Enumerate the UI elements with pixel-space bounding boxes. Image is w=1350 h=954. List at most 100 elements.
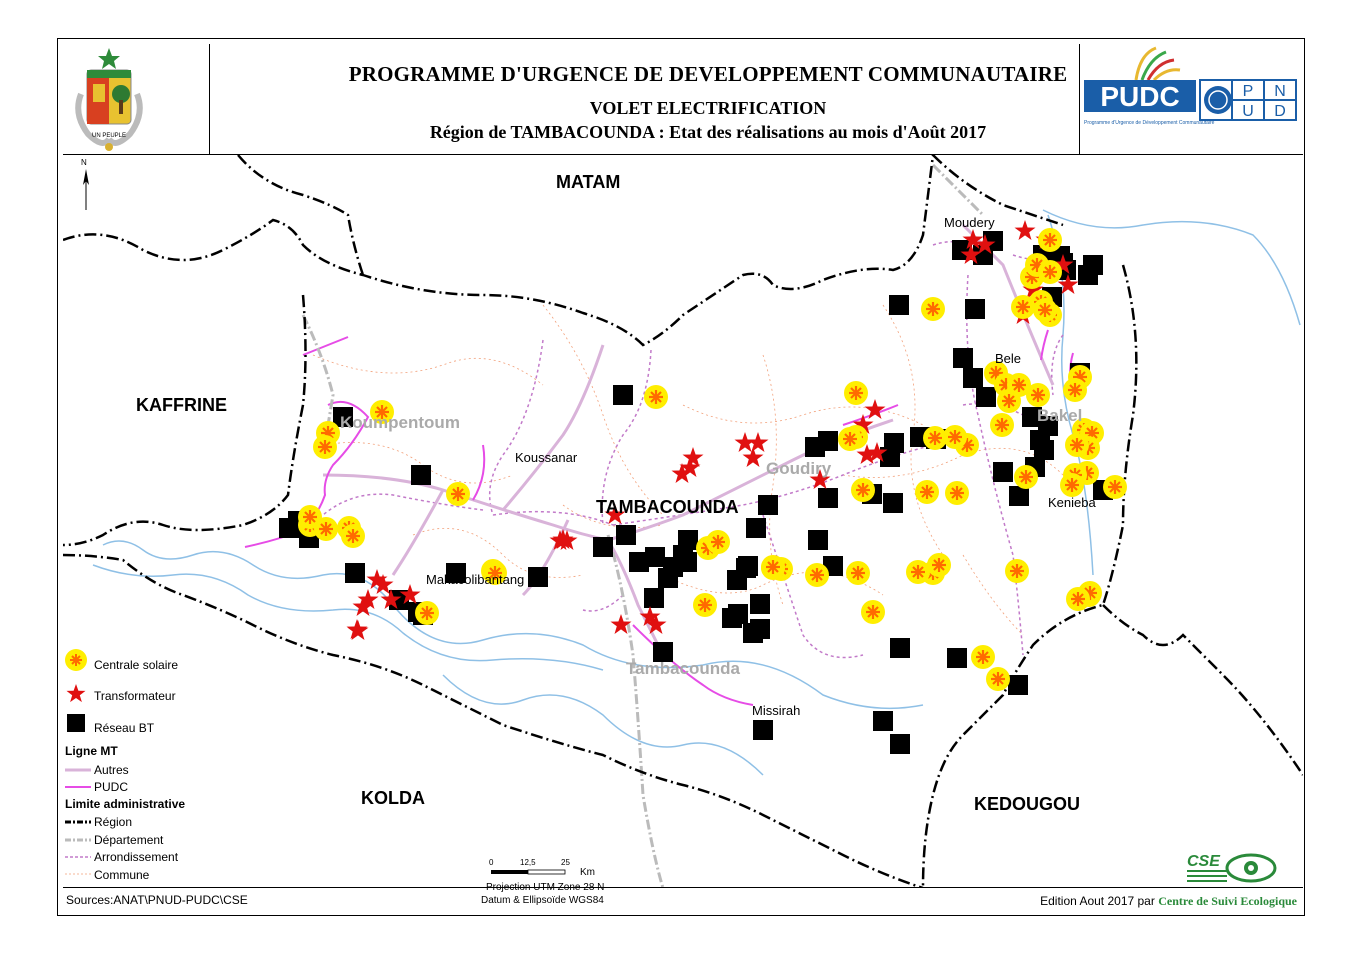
region-boundaries [63,155,1303,888]
centrale-solaire-marker [1033,298,1057,322]
reseau-bt-marker [629,552,649,572]
centrale-solaire-marker [838,427,862,451]
centrale-solaire-marker [706,530,730,554]
reseau-bt-marker [743,623,763,643]
reseau-bt-marker [1009,486,1029,506]
transformateur-marker [552,529,574,549]
legend-square-icon [67,714,85,732]
title-line-3: Région de TAMBACOUNDA : Etat des réalisa… [429,122,987,142]
centrale-solaire-marker [844,381,868,405]
reseau-bt-marker [758,495,778,515]
region-label-matam: MATAM [556,172,621,192]
transformateur-marker [645,614,667,634]
transformateur-marker [1014,220,1036,240]
reseau-bt-marker [746,518,766,538]
reseau-bt-marker [345,563,365,583]
reseau-bt-marker [818,488,838,508]
transformateur-marker [734,432,756,452]
reseau-bt-marker [616,525,636,545]
transformateur-marker [604,504,626,524]
svg-text:Programme d'Urgence de Dévelop: Programme d'Urgence de Développement Com… [1084,120,1215,126]
transformateur-marker [682,447,704,467]
legend-limite-heading: Limite administrative [65,797,186,811]
reseau-bt-marker [1022,407,1042,427]
map-header: UN PEUPLE PROGRAMME D'URGENCE DE DEVELOP… [63,44,1303,155]
reseau-bt-marker [722,608,742,628]
edition-prefix: Edition Aout 2017 par [1040,894,1155,908]
legend-reseau-label: Réseau BT [94,721,155,735]
region-label-kaffrine: KAFFRINE [136,395,227,415]
dept-label-goudiry: Goudiry [766,459,832,478]
reseau-bt-marker [1083,255,1103,275]
reseau-bt-marker [883,493,903,513]
locality-missirah: Missirah [752,703,801,718]
scale-bar [491,869,566,875]
legend-autres-label: Autres [94,763,129,777]
map-footer: Sources:ANAT\PNUD-PUDC\CSE Edition Aout … [63,887,1303,915]
scale-unit: Km [580,867,595,878]
centrale-solaire-marker [846,561,870,585]
title-line-2: VOLET ELECTRIFICATION [589,98,827,118]
reseau-bt-layer [279,231,1113,754]
svg-text:U: U [1242,103,1254,120]
dept-label-bakel: Bakel [1037,406,1083,425]
transformateur-marker [380,589,402,609]
svg-text:PUDC: PUDC [1100,81,1179,112]
locality-makacolibantang: Makacolibantang [426,572,525,587]
reseau-bt-marker [411,465,431,485]
sources-text: Sources:ANAT\PNUD-PUDC\CSE [66,893,248,907]
reseau-bt-marker [446,563,466,583]
reseau-bt-marker [808,530,828,550]
scale-tick-2: 25 [561,858,570,867]
svg-text:UN PEUPLE: UN PEUPLE [92,133,126,139]
region-label-tambacounda: TAMBACOUNDA [596,497,739,517]
svg-text:P: P [1243,83,1254,100]
legend-arrondissement-label: Arrondissement [94,850,179,864]
reseau-bt-marker [965,299,985,319]
pnud-logo-icon: P N U D [1199,79,1297,121]
reseau-bt-marker [953,348,973,368]
reseau-bt-marker [528,567,548,587]
reseau-bt-marker [873,711,893,731]
transformateur-marker [742,447,764,467]
river-layer [92,209,1301,776]
centrale-solaire-marker [483,561,507,585]
legend-commune-label: Commune [94,868,150,882]
edition-org: Centre de Suivi Ecologique [1158,894,1297,908]
transformateur-marker [357,589,379,609]
centrale-solaire-marker [1063,378,1087,402]
reseau-bt-marker [333,407,353,427]
centrale-solaire-marker [370,400,394,424]
reseau-bt-marker [653,642,673,662]
reseau-bt-marker [947,648,967,668]
centrale-solaire-marker [923,426,947,450]
scale-tick-0: 0 [489,858,494,867]
centrale-solaire-marker [805,563,829,587]
reseau-bt-marker [753,720,773,740]
centrale-solaire-marker [298,505,322,529]
centrale-solaire-marker [943,425,967,449]
reseau-bt-marker [613,385,633,405]
map-canvas [63,155,1303,888]
transformateur-marker [960,244,982,264]
transformateur-marker [809,469,831,489]
dept-label-tambacounda: Tambacounda [626,659,740,678]
transformateur-marker [610,614,632,634]
locality-bele: Bele [995,351,1022,366]
centrale-solaire-marker [644,385,668,409]
centrale-solaire-marker [986,667,1010,691]
region-label-kedougou: KEDOUGOU [974,794,1081,814]
legend-centrale-label: Centrale solaire [94,658,179,672]
reseau-bt-marker [645,547,665,567]
svg-text:D: D [1274,103,1286,120]
centrale-solaire-marker [1011,295,1035,319]
centrale-solaire-marker [313,435,337,459]
legend-ligne-mt-heading: Ligne MT [65,744,118,758]
reseau-bt-marker [890,638,910,658]
reseau-bt-marker [736,558,756,578]
centrale-solaire-marker [1005,559,1029,583]
locality-moudery: Moudery [944,215,995,230]
centrale-solaire-marker [1065,433,1089,457]
transformateur-marker [864,399,886,419]
centrale-solaire-marker [921,297,945,321]
